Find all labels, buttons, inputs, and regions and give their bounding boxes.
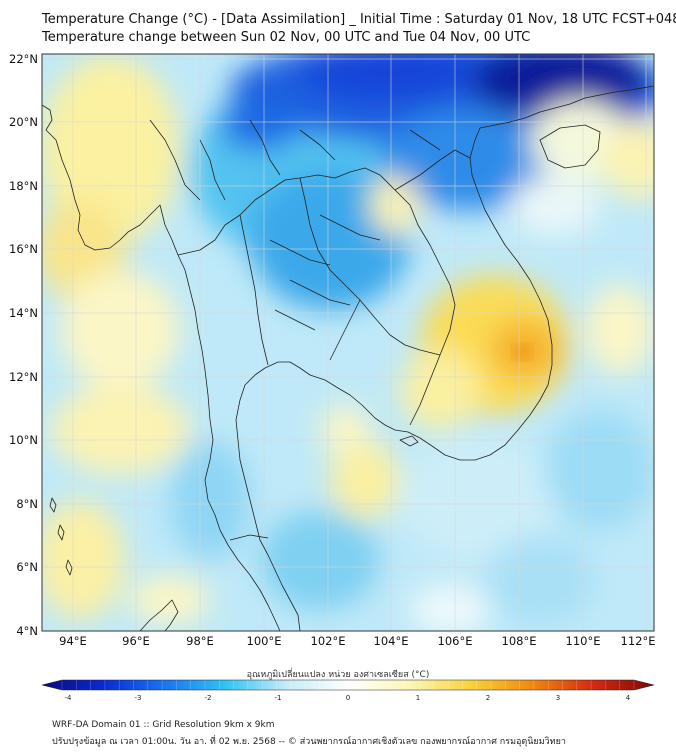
lat-label: 12°N [9, 370, 38, 384]
temperature-field [42, 54, 654, 631]
lat-label: 8°N [16, 497, 38, 511]
colorbar-title: อุณหภูมิเปลี่ยนแปลง หน่วย องศาเซลเซียส (… [246, 670, 430, 680]
map-title: Temperature Change (°C) - [Data Assimila… [42, 12, 676, 27]
lat-label: 22°N [9, 52, 38, 66]
coastlines-borders [42, 85, 654, 631]
lon-label: 94°E [59, 634, 87, 648]
lon-label: 102°E [311, 634, 346, 648]
lat-label: 20°N [9, 115, 38, 129]
lat-label: 16°N [9, 242, 38, 256]
lon-label: 110°E [566, 634, 601, 648]
lat-label: 14°N [9, 306, 38, 320]
latitude-labels: 22°N 20°N 18°N 16°N 14°N 12°N 10°N 8°N 6… [9, 52, 38, 638]
lat-label: 4°N [16, 624, 38, 638]
lon-label: 112°E [621, 634, 656, 648]
lon-label: 98°E [186, 634, 214, 648]
lon-label: 96°E [122, 634, 150, 648]
lon-label: 108°E [502, 634, 537, 648]
lat-label: 10°N [9, 433, 38, 447]
lat-label: 6°N [16, 560, 38, 574]
map-frame [41, 53, 655, 632]
lon-label: 100°E [247, 634, 282, 648]
footer-model-info: WRF-DA Domain 01 :: Grid Resolution 9km … [52, 720, 275, 730]
longitude-labels: 94°E 96°E 98°E 100°E 102°E 104°E 106°E 1… [59, 634, 655, 648]
footer-credit: ปรับปรุงข้อมูล ณ เวลา 01:00น. วัน อา. ที… [52, 737, 566, 747]
lon-label: 104°E [374, 634, 409, 648]
lat-label: 18°N [9, 179, 38, 193]
temperature-change-map: 22°N 20°N 18°N 16°N 14°N 12°N 10°N 8°N 6… [9, 52, 655, 648]
map-subtitle: Temperature change between Sun 02 Nov, 0… [42, 30, 531, 45]
lon-label: 106°E [438, 634, 473, 648]
